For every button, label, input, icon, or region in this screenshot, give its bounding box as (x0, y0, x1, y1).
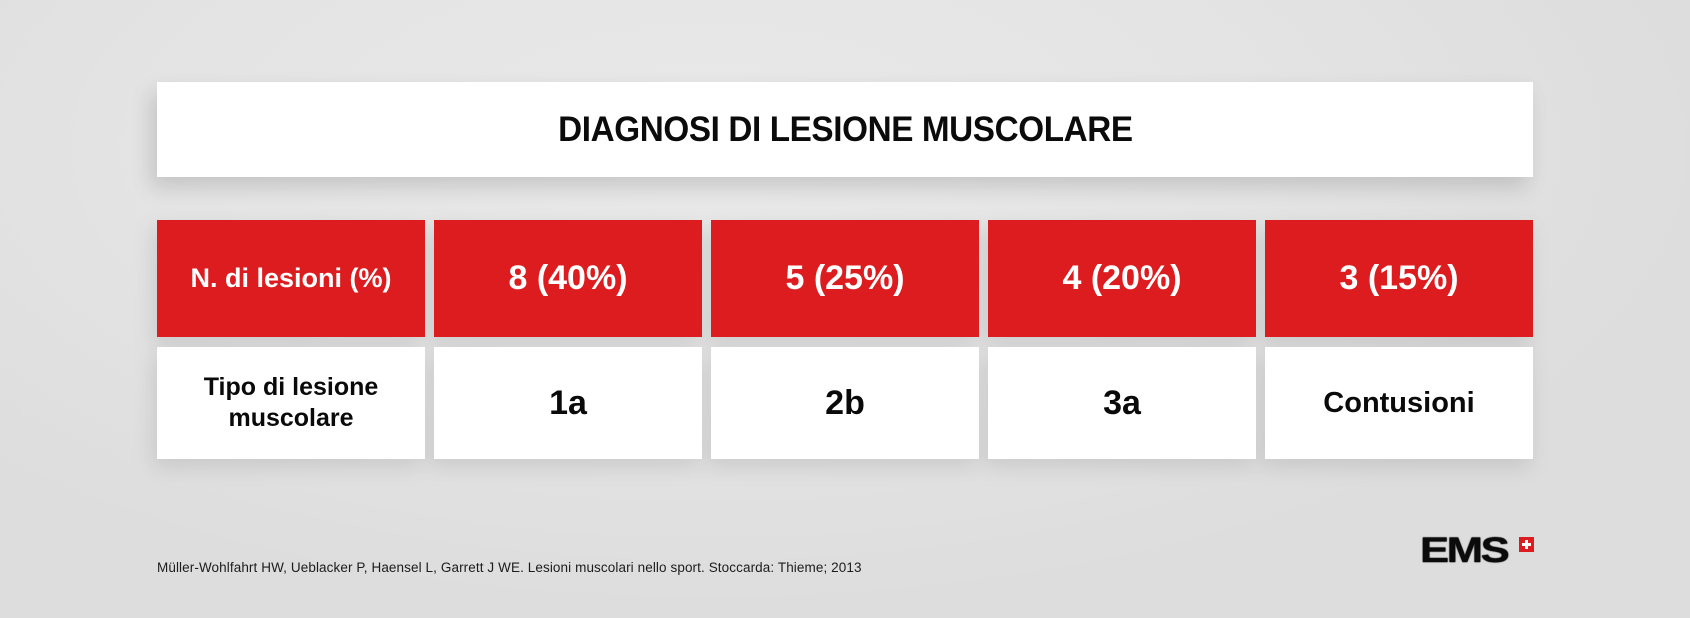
table-row-label-n-lesioni: N. di lesioni (%) (157, 220, 425, 337)
table-row-label-tipo-lesione: Tipo di lesione muscolare (157, 347, 425, 459)
table-cell-tipo-1a: 1a (434, 347, 702, 459)
ems-logo: EMS (1420, 533, 1540, 569)
table-cell-n-lesioni-2b: 5 (25%) (711, 220, 979, 337)
title-card: DIAGNOSI DI LESIONE MUSCOLARE (157, 82, 1533, 177)
page-title: DIAGNOSI DI LESIONE MUSCOLARE (557, 109, 1133, 149)
table-cell-n-lesioni-contusioni: 3 (15%) (1265, 220, 1533, 337)
table-cell-tipo-contusioni: Contusioni (1265, 347, 1533, 459)
lesion-table: N. di lesioni (%) 8 (40%) 5 (25%) 4 (20%… (157, 220, 1533, 459)
citation-text: Müller-Wohlfahrt HW, Ueblacker P, Haense… (157, 560, 862, 575)
table-cell-n-lesioni-3a: 4 (20%) (988, 220, 1256, 337)
table-cell-tipo-3a: 3a (988, 347, 1256, 459)
table-cell-tipo-2b: 2b (711, 347, 979, 459)
ems-logo-text: EMS (1420, 531, 1510, 570)
swiss-cross-plus-icon (1519, 537, 1534, 552)
table-cell-n-lesioni-1a: 8 (40%) (434, 220, 702, 337)
